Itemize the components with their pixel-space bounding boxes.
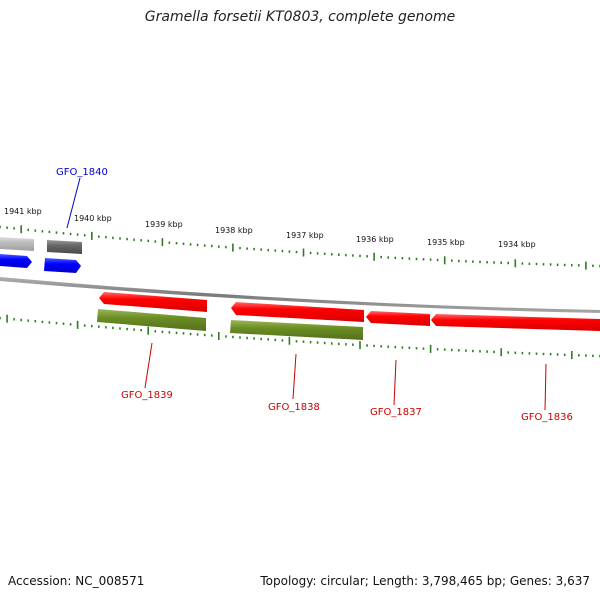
leader-line-gfo-1839 xyxy=(144,342,153,389)
cds-feature-gfo-1840[interactable] xyxy=(44,258,81,273)
forward-features xyxy=(0,237,82,273)
leader-line-gfo-1838 xyxy=(292,353,297,400)
genome-summary-text: Topology: circular; Length: 3,798,465 bp… xyxy=(260,574,590,588)
cds-feature-gfo-1839[interactable] xyxy=(99,292,207,312)
genome-backbone xyxy=(0,277,600,313)
gene-labels: GFO_1840 GFO_1839 GFO_1838 GFO_1837 GFO_… xyxy=(56,167,573,423)
scale-label: 1939 kbp xyxy=(145,220,183,229)
leader-line-gfo-1840 xyxy=(66,177,81,229)
gene-label-gfo-1837[interactable]: GFO_1837 xyxy=(370,407,422,418)
cds-feature[interactable] xyxy=(0,254,32,268)
gene-label-gfo-1836[interactable]: GFO_1836 xyxy=(521,412,573,423)
scale-labels: 1941 kbp 1940 kbp 1939 kbp 1938 kbp 1937… xyxy=(4,207,536,249)
inner-scale-track xyxy=(0,314,600,359)
gene-feature-gfo-1840[interactable] xyxy=(47,240,82,254)
cds-feature-gfo-1838[interactable] xyxy=(231,302,364,322)
outer-scale-track xyxy=(0,225,600,270)
scale-label: 1941 kbp xyxy=(4,207,42,216)
label-leaders xyxy=(66,177,547,411)
scale-label: 1937 kbp xyxy=(286,231,324,240)
gene-feature-gfo-1839[interactable] xyxy=(97,309,206,331)
gene-label-gfo-1840[interactable]: GFO_1840 xyxy=(56,167,108,178)
leader-line-gfo-1837 xyxy=(393,359,397,406)
gene-label-gfo-1838[interactable]: GFO_1838 xyxy=(268,402,320,413)
scale-label: 1938 kbp xyxy=(215,226,253,235)
map-title: Gramella forsetii KT0803, complete genom… xyxy=(144,9,456,25)
scale-label: 1940 kbp xyxy=(74,214,112,223)
gene-feature-gfo-1838[interactable] xyxy=(230,320,363,340)
reverse-features xyxy=(97,292,600,340)
cds-feature-gfo-1837[interactable] xyxy=(366,311,430,326)
scale-label: 1936 kbp xyxy=(356,235,394,244)
leader-line-gfo-1836 xyxy=(544,363,547,411)
accession-text: Accession: NC_008571 xyxy=(8,574,145,588)
scale-label: 1935 kbp xyxy=(427,238,465,247)
scale-label: 1934 kbp xyxy=(498,240,536,249)
gene-feature[interactable] xyxy=(0,237,34,251)
cds-feature-gfo-1836[interactable] xyxy=(431,314,600,331)
gene-label-gfo-1839[interactable]: GFO_1839 xyxy=(121,390,173,401)
